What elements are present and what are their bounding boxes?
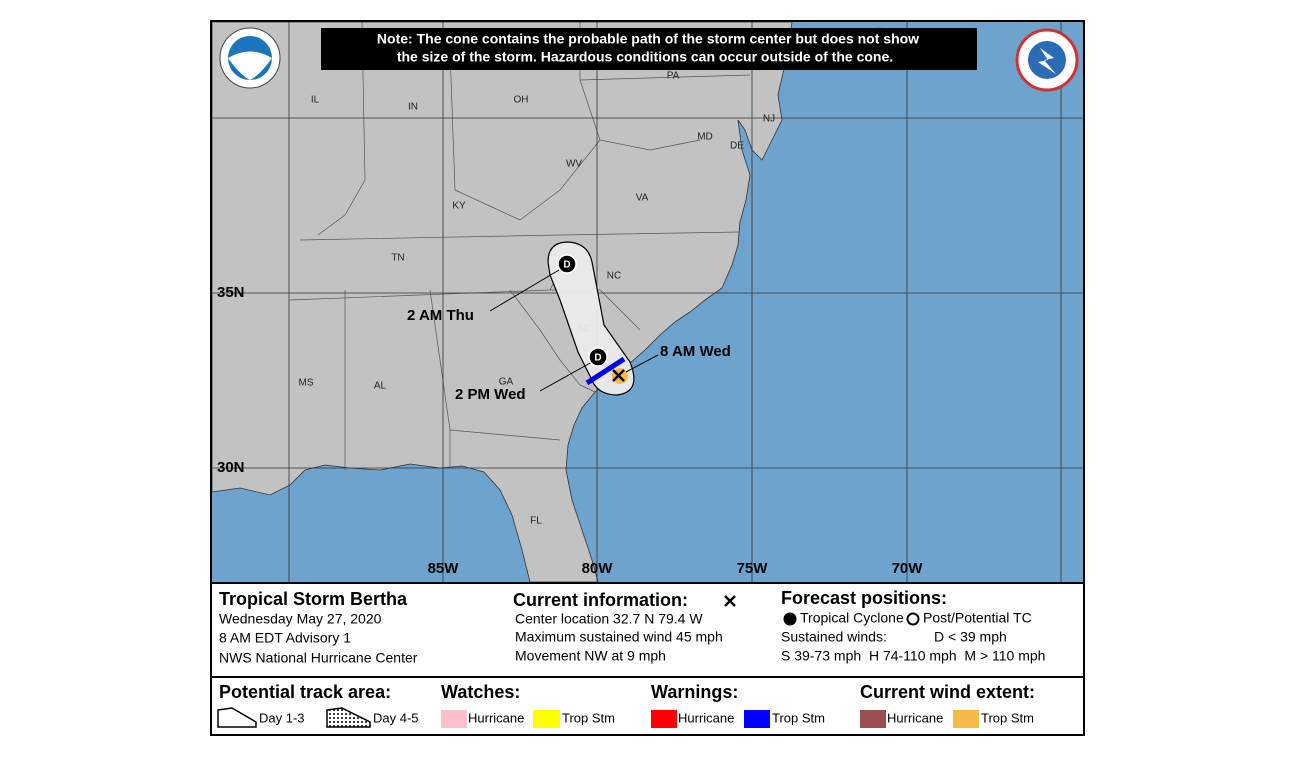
current-position xyxy=(612,369,625,382)
state-label: MS xyxy=(299,378,314,389)
forecast-cone xyxy=(547,241,635,396)
legend-item: Hurricane xyxy=(678,710,734,725)
storm-source: NWS National Hurricane Center xyxy=(219,650,418,666)
point-marker: D xyxy=(594,353,601,364)
cone-swatch xyxy=(326,707,371,728)
state-label: IN xyxy=(408,102,418,113)
forecast-item: D < 39 mph xyxy=(934,629,1007,645)
leader-line xyxy=(489,269,560,312)
current-line: Center location 32.7 N 79.4 W xyxy=(515,611,703,627)
swatch xyxy=(441,710,467,728)
legend-item: Day 1-3 xyxy=(259,710,305,725)
leader-lines xyxy=(489,269,659,392)
forecast-item: Post/Potential TC xyxy=(923,610,1032,626)
forecast-title: Forecast positions: xyxy=(781,588,947,608)
point-marker: D xyxy=(563,260,570,271)
note-box xyxy=(321,28,977,70)
legend-item: Trop Stm xyxy=(562,710,615,725)
x-mark xyxy=(724,595,736,607)
legend-item: Trop Stm xyxy=(981,710,1034,725)
legend-item: Hurricane xyxy=(887,710,943,725)
state-label: FL xyxy=(530,516,542,527)
state-label: MD xyxy=(697,132,713,143)
state-label: KY xyxy=(452,201,466,212)
latitude-labels: 35N 30N xyxy=(217,284,245,476)
state-label: OH xyxy=(514,95,529,106)
border xyxy=(579,74,751,81)
forecast-point xyxy=(588,347,608,367)
leader-line xyxy=(539,361,593,392)
state-label: PA xyxy=(667,71,680,82)
graticule xyxy=(212,22,1083,582)
border xyxy=(299,231,741,241)
state-label: VA xyxy=(636,193,649,204)
longitude-label: 85W xyxy=(428,560,460,577)
forecast-item: Tropical Cyclone xyxy=(800,610,904,626)
storm-advisory: 8 AM EDT Advisory 1 xyxy=(219,630,351,646)
state-label: WV xyxy=(566,159,582,170)
swatch xyxy=(860,710,886,728)
land xyxy=(211,21,793,583)
cone-swatch xyxy=(217,707,257,728)
swatch xyxy=(953,710,979,728)
state-borders xyxy=(289,21,751,470)
current-icon xyxy=(724,595,736,607)
info-panel xyxy=(212,583,1083,676)
border xyxy=(317,21,366,236)
x-mark xyxy=(612,369,625,382)
storm-name: Tropical Storm Bertha xyxy=(219,589,408,609)
forecast-item: S 39-73 mph H 74-110 mph M > 110 mph xyxy=(781,648,1045,664)
forecast-point xyxy=(557,254,577,274)
frame xyxy=(210,20,1085,736)
current-title: Current information: xyxy=(513,590,688,610)
point-label: 8 AM Wed xyxy=(660,343,731,360)
state-label: AL xyxy=(374,381,387,392)
noaa-logo xyxy=(219,27,281,89)
legend-item: Trop Stm xyxy=(772,710,825,725)
cyclone-icon xyxy=(783,612,797,626)
point-label: 2 AM Thu xyxy=(407,307,474,324)
longitude-labels: 85W 80W 75W 70W xyxy=(428,560,924,577)
border xyxy=(599,139,701,151)
note-line: Note: The cone contains the probable pat… xyxy=(377,31,919,47)
legend-title: Current wind extent: xyxy=(860,682,1035,702)
forecast-item: Sustained winds: xyxy=(781,629,887,645)
note-line: the size of the storm. Hazardous conditi… xyxy=(397,49,893,65)
legend-item: Day 4-5 xyxy=(373,710,419,725)
state-label: NJ xyxy=(763,114,775,125)
leader-line xyxy=(625,354,659,373)
state-label: TN xyxy=(391,253,404,264)
tropical-storm-warning xyxy=(585,356,626,386)
swatch xyxy=(533,710,560,728)
state-label: NC xyxy=(607,271,621,282)
swatch xyxy=(651,710,677,728)
legend-item: Hurricane xyxy=(468,710,524,725)
state-label: DE xyxy=(730,141,744,152)
latitude-label: 35N xyxy=(217,284,245,301)
legend-title: Watches: xyxy=(441,682,520,702)
post-tc-icon xyxy=(906,612,920,626)
state-label: GA xyxy=(499,377,514,388)
border xyxy=(449,429,561,441)
storm-date: Wednesday May 27, 2020 xyxy=(219,611,382,627)
border xyxy=(509,289,596,393)
longitude-label: 75W xyxy=(737,560,769,577)
state-label: IL xyxy=(311,95,320,106)
current-line: Maximum sustained wind 45 mph xyxy=(515,629,723,645)
legend-title: Warnings: xyxy=(651,682,738,702)
point-label: 2 PM Wed xyxy=(455,386,526,403)
longitude-label: 80W xyxy=(582,560,614,577)
logo-bolt xyxy=(1038,48,1056,74)
swatch xyxy=(744,710,770,728)
border xyxy=(454,79,601,221)
latitude-label: 30N xyxy=(217,459,245,476)
longitude-label: 70W xyxy=(892,560,924,577)
legend-title: Potential track area: xyxy=(219,682,391,702)
border xyxy=(449,49,456,191)
logo-bird xyxy=(228,51,272,80)
nws-logo xyxy=(1015,28,1079,92)
current-line: Movement NW at 9 mph xyxy=(515,648,666,664)
